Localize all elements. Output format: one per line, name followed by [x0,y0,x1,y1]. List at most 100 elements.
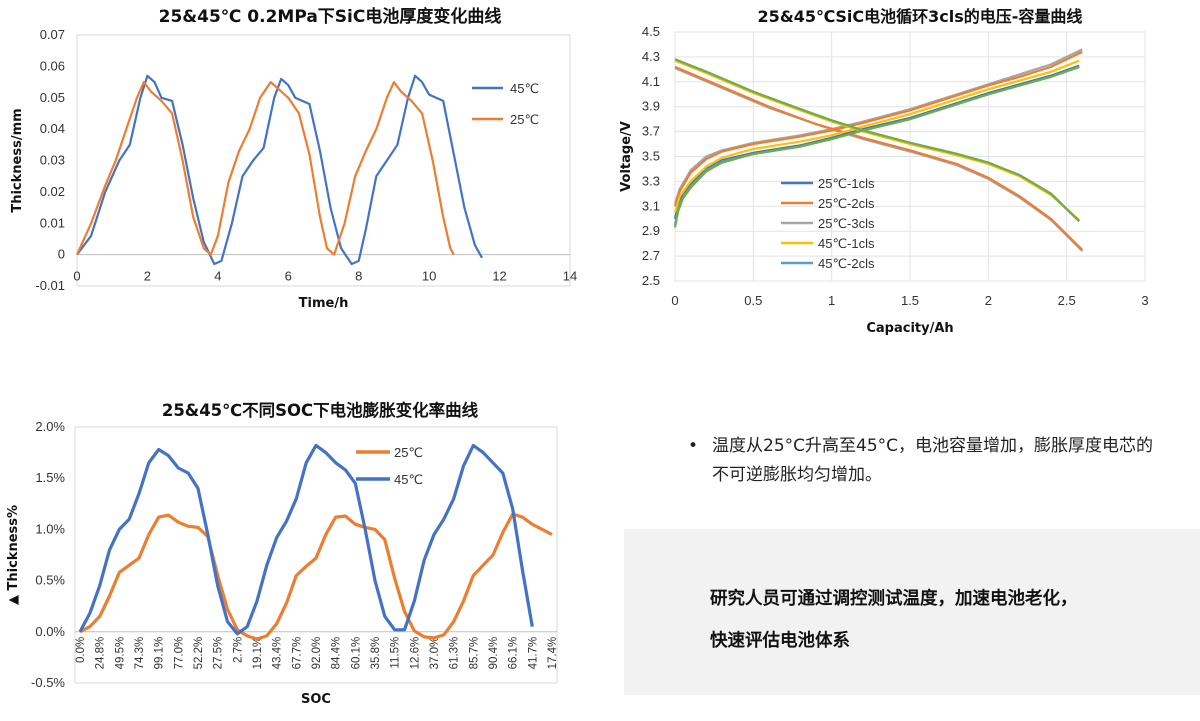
y-tick-label: 2.7 [642,248,660,263]
x-tick-label: 1 [828,293,835,308]
y-axis-label: Thickness/mm [10,108,25,212]
y-axis-label: ▲ Thickness% [6,505,21,605]
x-tick-label: 99.1% [154,637,166,670]
x-tick-label: 12 [492,269,506,284]
note-line-1: 研究人员可通过调控测试温度，加速电池老化， [710,589,1078,609]
note-box [624,529,1200,695]
chart2-title: 25&45℃SiC电池循环3cls的电压-容量曲线 [757,7,1083,26]
y-tick-label: 0.07 [40,27,65,42]
y-tick-label: 0.03 [40,153,65,168]
x-tick-label: 2 [985,293,992,308]
x-axis-label: SOC [301,692,331,707]
x-tick-label: 85.7% [468,637,480,670]
x-tick-label: 77.0% [173,637,185,670]
x-tick-label: 35.8% [370,637,382,670]
y-tick-label: 3.5 [642,149,660,164]
x-tick-label: 2.7% [232,637,244,663]
series-charge-4 [673,59,1080,213]
x-tick-label: 10 [422,269,436,284]
y-tick-label: 0.04 [40,121,65,136]
y-tick-label: 3.3 [642,173,660,188]
x-tick-label: 52.2% [193,637,205,670]
y-tick-label: 1.5% [35,470,65,485]
plot-area [76,34,571,287]
x-tick-label: 41.7% [527,637,539,670]
x-axis-label: Time/h [299,296,349,311]
chart3-svg: -0.5% 0.0% 0.5% 1.0% 1.5% 2.0% 0.0% 24.8% 49.5% 7… [6,419,559,707]
legend-label: 25℃-1cls [818,176,875,191]
x-tick-label: 74.3% [134,637,146,670]
x-tick-label: 8 [355,269,362,284]
series-charge-1 [673,64,1080,220]
bullet-dot: • [688,436,699,456]
x-tick-label: 84.4% [331,637,343,670]
chart1-svg: -0.01 0 0.01 0.02 0.03 0.04 0.05 0.06 0.07 0 2 4 6 8 1… [10,27,577,311]
y-tick-label: 3.7 [642,124,660,139]
y-tick-label: 2.0% [35,419,65,434]
note-line-2: 快速评估电池体系 [710,631,850,651]
y-tick-label: 0.05 [40,90,65,105]
legend-label: 25℃-2cls [818,196,875,211]
y-tick-label: 3.1 [642,198,660,213]
x-tick-label: 11.5% [390,637,402,669]
series-charge-2 [673,50,1083,207]
x-tick-label: 19.1% [252,637,264,670]
x-tick-label: 1.5 [901,293,919,308]
summary-text: 温度从25°C升高至45°C，电池容量增加，膨胀厚度电芯的不可逆膨胀均匀增加。 [712,436,1154,485]
y-tick-label: 4.3 [642,49,660,64]
summary-bullet: • 温度从25°C升高至45°C，电池容量增加，膨胀厚度电芯的不可逆膨胀均匀增加… [688,432,1168,490]
y-tick-label: 4.5 [642,24,660,39]
legend-label: 25℃ [510,112,539,127]
series-charge-6 [673,65,1080,228]
legend-label: 25℃ [394,445,423,460]
legend-label: 45℃ [394,472,423,487]
series-line-1 [76,74,483,266]
x-tick-label: 0 [73,269,80,284]
y-tick-label: 0 [58,247,65,262]
x-tick-label: 12.6% [409,637,421,670]
x-tick-label: 2 [144,269,151,284]
series-discharge-2 [674,65,1084,251]
x-tick-label: 3 [1141,293,1148,308]
x-tick-label: 14 [563,269,577,284]
x-tick-label: 92.0% [311,637,323,670]
x-tick-label: 61.3% [449,637,461,670]
y-tick-label: 0.5% [35,573,65,588]
x-tick-label: 67.7% [291,637,303,670]
series-line-2 [75,81,455,256]
y-tick-label: 0.0% [35,624,65,639]
x-tick-label: 4 [214,269,221,284]
y-tick-label: 3.9 [642,99,660,114]
x-tick-label: 66.1% [508,637,520,670]
chart1-title: 25&45℃ 0.2MPa下SiC电池厚度变化曲线 [158,7,502,27]
x-tick-label: 37.0% [429,637,441,670]
series-discharge-6 [674,58,1080,222]
y-tick-label: 4.1 [642,74,660,89]
x-tick-label: 90.4% [488,637,500,670]
x-tick-label: 24.8% [95,637,107,670]
x-tick-label: 0.0% [75,637,87,663]
x-tick-label: 2.5 [1058,293,1076,308]
y-axis-label: Voltage/V [619,121,634,192]
x-tick-label: 6 [285,269,292,284]
chart3-title: 25&45℃不同SOC下电池膨胀变化率曲线 [161,401,479,420]
x-tick-label: 49.5% [114,637,126,670]
series-line-1 [79,512,553,641]
x-tick-label: 0.5 [744,293,762,308]
y-tick-label: 0.02 [40,184,65,199]
y-tick-label: -0.5% [31,675,65,690]
legend-label: 25℃-3cls [818,216,875,231]
y-tick-label: 2.9 [642,223,660,238]
y-tick-label: 0.01 [40,215,65,230]
x-tick-label: 17.4% [547,637,559,670]
x-tick-label: 0 [671,293,678,308]
y-tick-label: 1.0% [35,521,65,536]
x-tick-label: 27.5% [213,637,225,670]
x-axis-label: Capacity/Ah [866,321,953,336]
x-tick-label: 60.1% [350,637,362,670]
x-tick-label: 43.4% [272,637,284,670]
y-tick-label: 0.06 [40,58,65,73]
series-line-2 [78,443,534,636]
y-tick-label: 2.5 [642,273,660,288]
y-tick-label: -0.01 [35,278,65,293]
